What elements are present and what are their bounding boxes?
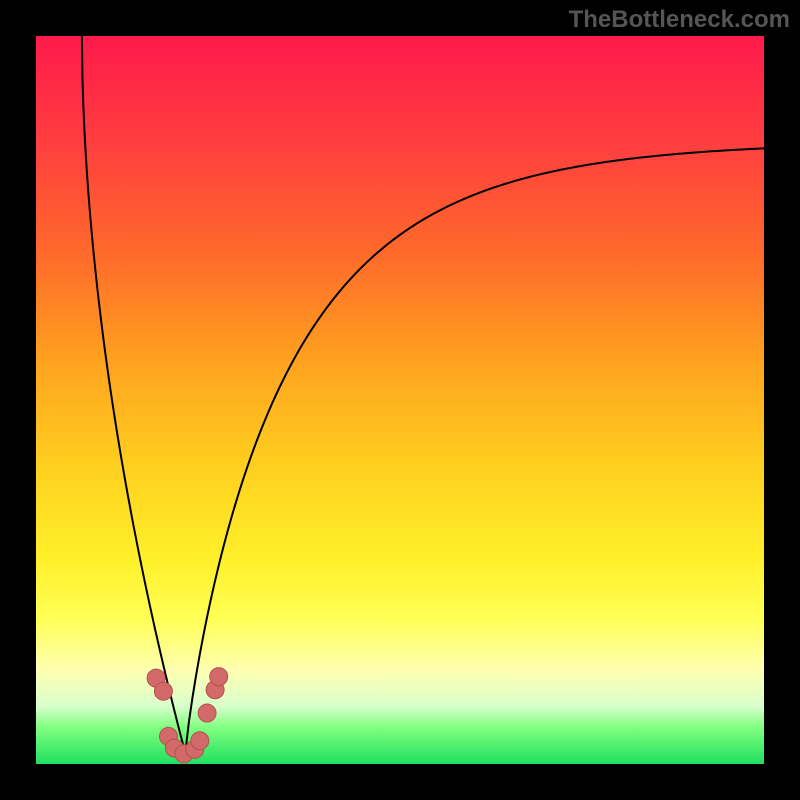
watermark-text: TheBottleneck.com: [569, 6, 790, 34]
chart-svg: [0, 0, 800, 800]
data-marker: [198, 704, 216, 722]
data-marker: [210, 668, 228, 686]
data-marker: [154, 682, 172, 700]
plot-background: [36, 36, 764, 764]
chart-root: TheBottleneck.com: [0, 0, 800, 800]
data-marker: [191, 732, 209, 750]
